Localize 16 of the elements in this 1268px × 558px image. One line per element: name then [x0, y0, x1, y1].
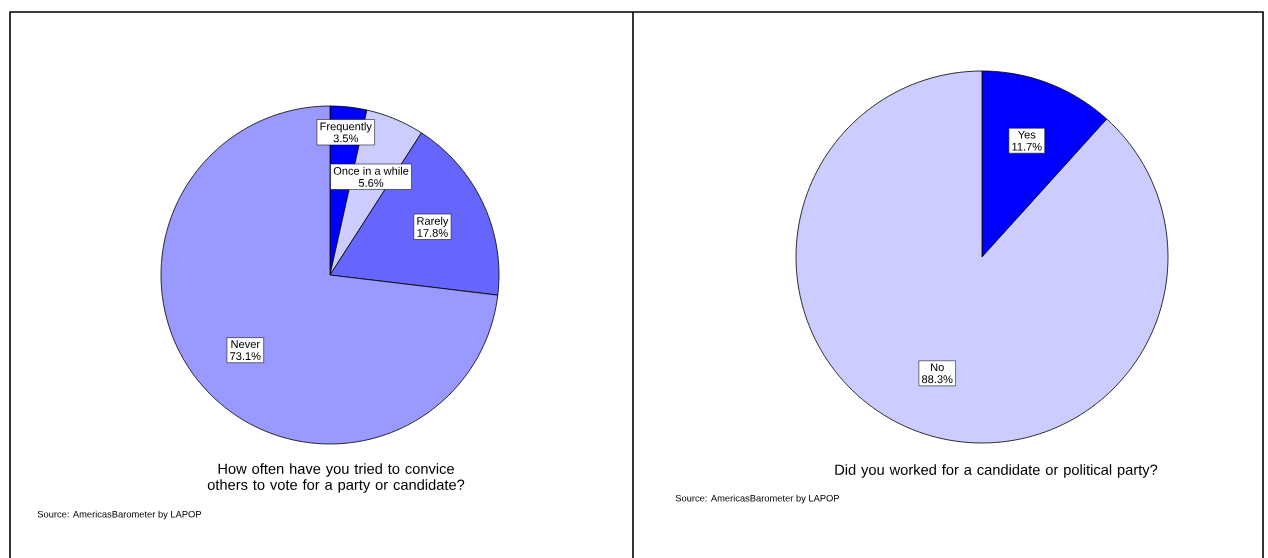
data-label: 3.5%	[333, 134, 358, 143]
slice-label: Once in a while	[333, 166, 409, 175]
slice-label: Yes	[1018, 130, 1036, 139]
slice-label: No	[931, 363, 944, 372]
data-label: 17.8%	[417, 229, 448, 237]
source-note: Source: AmericasBarometer by LAPOP	[37, 510, 202, 520]
slice-label: Frequently	[320, 122, 372, 133]
text: Did you worked for a candidate or political party?	[835, 464, 1158, 478]
text: How often have you tried to convice others to vote for a party or candidate?	[207, 463, 465, 493]
data-label: 11.7%	[1012, 142, 1042, 151]
data-label: 5.6%	[358, 179, 384, 187]
data-label: 73.1%	[230, 352, 261, 361]
data-label: 88.3%	[922, 375, 953, 384]
source-note: Source: AmericasBarometer by LAPOP	[675, 494, 840, 504]
slice-label: Rarely	[417, 216, 449, 228]
slice-label: Never	[231, 340, 260, 349]
